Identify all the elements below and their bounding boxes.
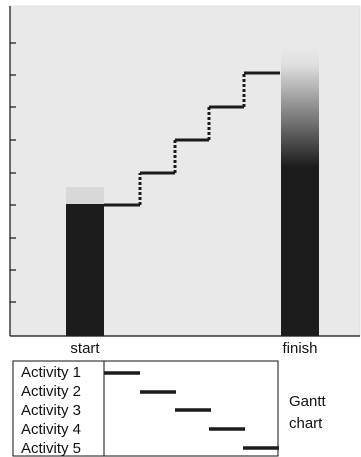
gantt-row-label-1: Activity 1 (21, 364, 81, 381)
start-label: start (70, 340, 100, 357)
gantt-caption-line1: Gantt (289, 393, 327, 410)
gantt-row-label-4: Activity 4 (21, 421, 81, 438)
gantt-caption-line2: chart (289, 415, 323, 432)
gantt-row-label-3: Activity 3 (21, 402, 81, 419)
start-bar-glow (66, 187, 104, 205)
staircase (104, 71, 280, 207)
gantt-bars (104, 371, 279, 450)
start-bar (66, 204, 104, 336)
finish-bar (281, 166, 319, 336)
axis-ticks (10, 42, 16, 303)
finish-label: finish (282, 340, 317, 357)
finish-bar-fade (281, 47, 319, 167)
gantt-row-label-2: Activity 2 (21, 383, 81, 400)
gantt-row-label-5: Activity 5 (21, 440, 81, 457)
gantt-box (12, 360, 279, 457)
